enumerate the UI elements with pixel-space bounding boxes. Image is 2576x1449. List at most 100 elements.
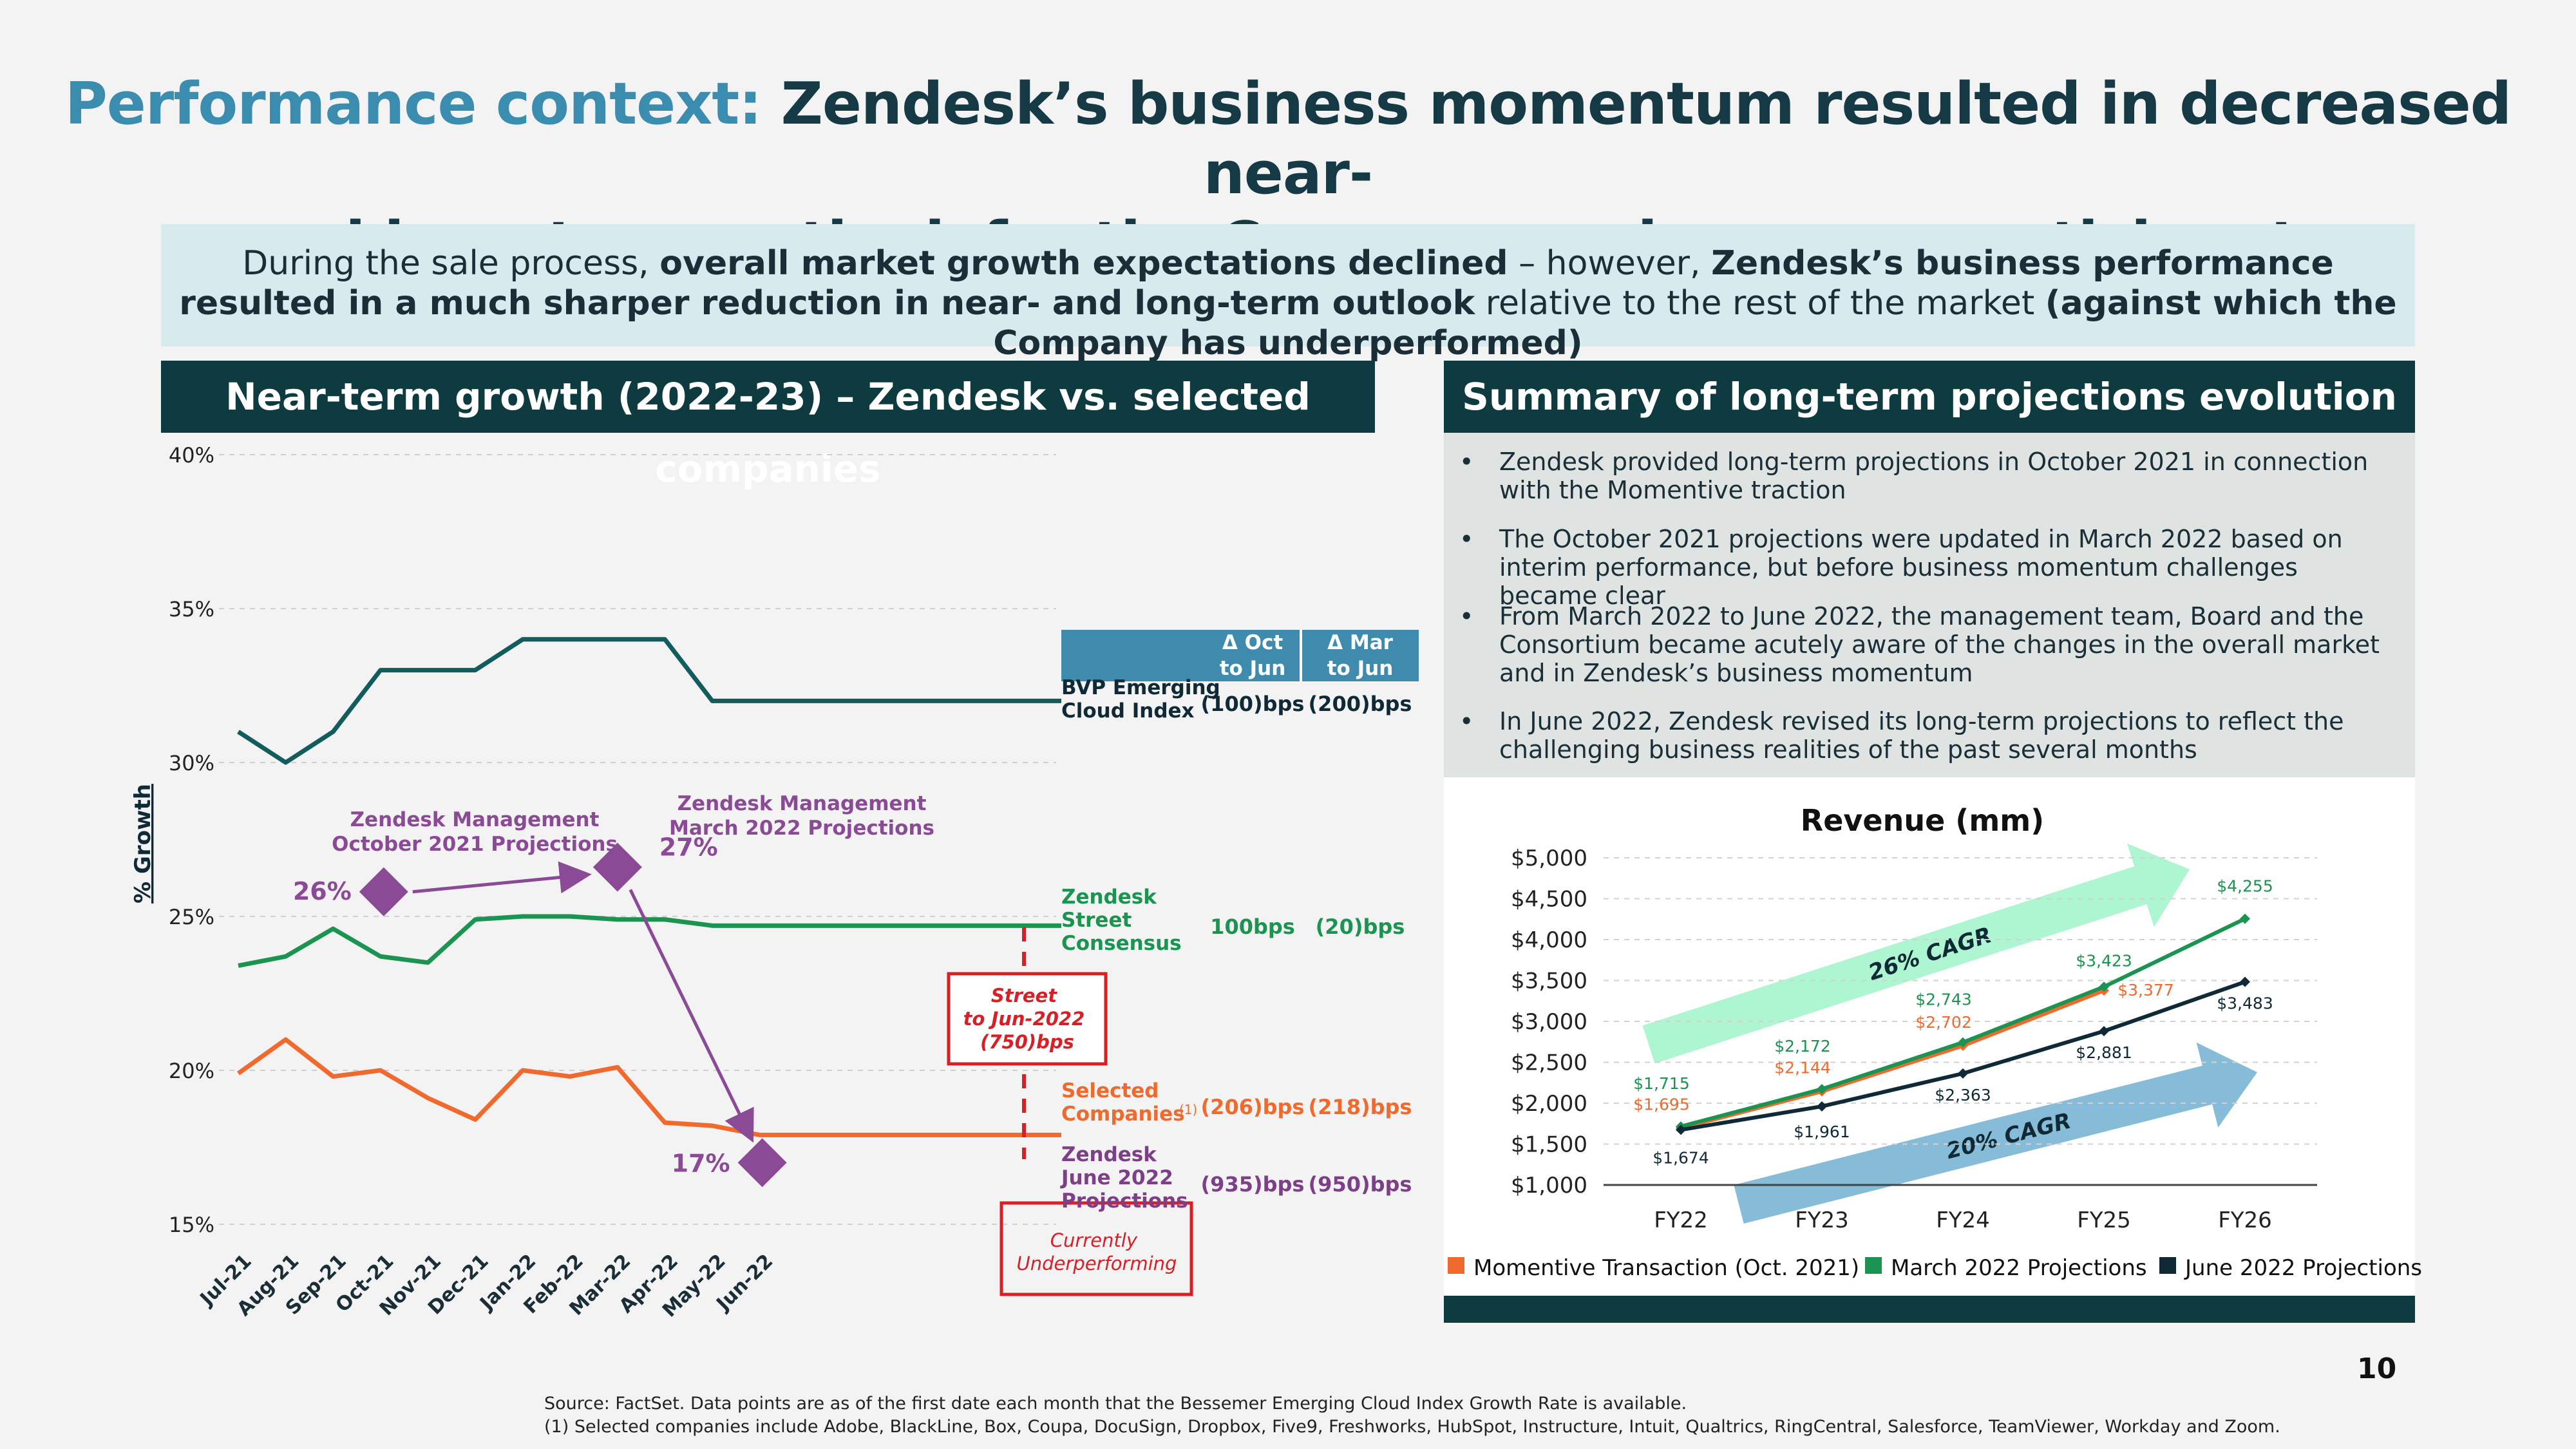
revenue-y-tick: $4,500: [1511, 887, 1587, 913]
revenue-legend: Momentive Transaction (Oct. 2021) March 2…: [1448, 1255, 2422, 1281]
table-cell: (218)bps: [1309, 1095, 1412, 1119]
street-gap-box: [947, 972, 1108, 1066]
revenue-x-tick: FY22: [1654, 1208, 1708, 1233]
revenue-point: [1817, 1101, 1827, 1112]
table-row-label: BVP Emerging Cloud Index: [1061, 676, 1220, 723]
table-row-label: Zendesk Street Consensus: [1061, 886, 1182, 955]
revenue-x-tick: FY24: [1936, 1208, 1990, 1233]
page-number: 10: [2357, 1352, 2397, 1385]
legend-label: June 2022 Projections: [2184, 1255, 2422, 1281]
revenue-data-label: $2,881: [2076, 1043, 2132, 1062]
y-tick-label: 40%: [169, 443, 214, 468]
revenue-point: [2099, 981, 2109, 992]
projection-diamond: [592, 842, 642, 892]
table-row-label: Zendesk June 2022 Projections: [1060, 1143, 1188, 1213]
source-footnote: Source: FactSet. Data points are as of t…: [544, 1392, 2280, 1439]
cagr-arrow-26: [1642, 843, 2190, 1064]
revenue-y-tick: $3,000: [1511, 1009, 1587, 1035]
revenue-chart-panel: [1444, 777, 2415, 1296]
projection-connectors: [412, 861, 754, 1143]
subtitle-text-3: relative to the rest of the market: [1475, 284, 2045, 323]
table-cell: (200)bps: [1309, 692, 1412, 716]
title-accent: Performance context:: [64, 70, 762, 138]
projection-value: 17%: [672, 1149, 730, 1177]
revenue-point: [1817, 1084, 1827, 1095]
revenue-data-label: $4,255: [2217, 877, 2273, 896]
revenue-x-tick: FY25: [2077, 1208, 2131, 1233]
y-tick-label: 35%: [169, 597, 214, 621]
subtitle-text-2: – however,: [1508, 244, 1712, 283]
table-cell: (950)bps: [1309, 1172, 1412, 1197]
table-footnote-marker: (1): [1179, 1102, 1197, 1117]
revenue-point: [1958, 1037, 1968, 1048]
legend-label: March 2022 Projections: [1891, 1255, 2147, 1281]
revenue-data-label: $3,377: [2117, 981, 2174, 999]
revenue-point: [1958, 1068, 1968, 1079]
legend-swatch: [1865, 1257, 1882, 1274]
projection-value: 26%: [293, 877, 352, 905]
bullet-item: In June 2022, Zendesk revised its long-t…: [1459, 707, 2401, 764]
projection-title: Zendesk Management March 2022 Projections: [669, 792, 934, 840]
legend-label: Momentive Transaction (Oct. 2021): [1473, 1255, 1859, 1281]
table-cell: 100bps: [1210, 914, 1295, 939]
revenue-data-label: $1,695: [1633, 1095, 1689, 1114]
underperforming-text: Currently Underperforming: [1017, 1229, 1177, 1274]
revenue-data-label: $2,702: [1915, 1013, 1971, 1032]
revenue-y-tick: $1,500: [1511, 1132, 1587, 1158]
series-line: [238, 914, 1061, 968]
legend-swatch: [1448, 1257, 1464, 1274]
projection-value: 27%: [659, 833, 718, 862]
revenue-y-tick: $4,000: [1511, 927, 1587, 953]
revenue-data-label: $1,674: [1653, 1148, 1709, 1167]
growth-y-ticks: 40% 35% 30% 25% 20% 15%: [169, 443, 214, 1237]
y-tick-label: 15%: [169, 1213, 214, 1237]
revenue-panel-footer: [1444, 1296, 2415, 1323]
revenue-y-tick: $2,500: [1511, 1050, 1587, 1076]
y-tick-label: 25%: [169, 905, 214, 929]
revenue-point: [2240, 976, 2250, 987]
revenue-chart-title: Revenue (mm): [1801, 803, 2044, 838]
y-tick-label: 30%: [169, 751, 214, 775]
revenue-data-labels: $1,695 $2,144 $2,702 $3,377 $1,715 $2,172 $2,7…: [1633, 877, 2273, 1168]
revenue-y-tick: $3,500: [1511, 969, 1587, 994]
y-tick-label: 20%: [169, 1059, 214, 1083]
bps-comparison-table: Δ Oct to Jun Δ Mar to Jun BVP Emerging Cloud …: [1060, 630, 1419, 1213]
y-axis-label: % Growth: [130, 784, 156, 904]
growth-series-lines: [236, 637, 1061, 1137]
bullet-item: Zendesk provided long-term projections i…: [1459, 448, 2401, 504]
subtitle-banner: During the sale process, overall market …: [161, 224, 2415, 363]
revenue-data-label: $2,172: [1774, 1037, 1830, 1056]
revenue-point: [1676, 1124, 1686, 1135]
revenue-data-label: $3,483: [2217, 994, 2273, 1013]
cagr-arrow-20: [1734, 1042, 2257, 1224]
table-cell: (100)bps: [1201, 692, 1305, 716]
projection-diamond: [359, 867, 408, 916]
revenue-gridlines: [1604, 857, 2317, 1186]
revenue-data-label: $3,423: [2076, 951, 2132, 970]
street-gap-text: Street to Jun-2022 (750)bps: [963, 985, 1092, 1053]
projection-title: Zendesk Management October 2021 Projectio…: [332, 808, 618, 856]
bullet-item: The October 2021 projections were update…: [1459, 525, 2401, 610]
table-header-label: Δ Mar to Jun: [1327, 631, 1394, 680]
projection-arrow: [412, 861, 592, 894]
revenue-y-ticks: $5,000 $4,500 $4,000 $3,500 $3,000 $2,500 $2,0…: [1511, 846, 1587, 1198]
subtitle-text-1: During the sale process,: [242, 244, 660, 283]
revenue-x-tick: FY26: [2218, 1208, 2272, 1233]
revenue-x-tick: FY23: [1795, 1208, 1849, 1233]
table-cell: (206)bps: [1201, 1095, 1305, 1119]
bullet-item: From March 2022 to June 2022, the manage…: [1459, 602, 2401, 687]
revenue-y-tick: $5,000: [1511, 846, 1587, 871]
projection-diamond: [737, 1138, 787, 1188]
revenue-data-label: $1,961: [1794, 1122, 1850, 1141]
projection-markers: 26% 27% 17% Zendesk Management October 2021 …: [293, 792, 934, 1188]
series-line: [237, 637, 1061, 765]
subtitle-bold-1: overall market growth expectations decli…: [659, 244, 1508, 283]
revenue-data-label: $2,363: [1935, 1086, 1991, 1104]
revenue-x-ticks: FY22 FY23 FY24 FY25 FY26: [1654, 1208, 2272, 1233]
revenue-point: [2240, 913, 2250, 924]
revenue-y-tick: $2,000: [1511, 1091, 1587, 1117]
revenue-data-label: $1,715: [1633, 1074, 1689, 1093]
